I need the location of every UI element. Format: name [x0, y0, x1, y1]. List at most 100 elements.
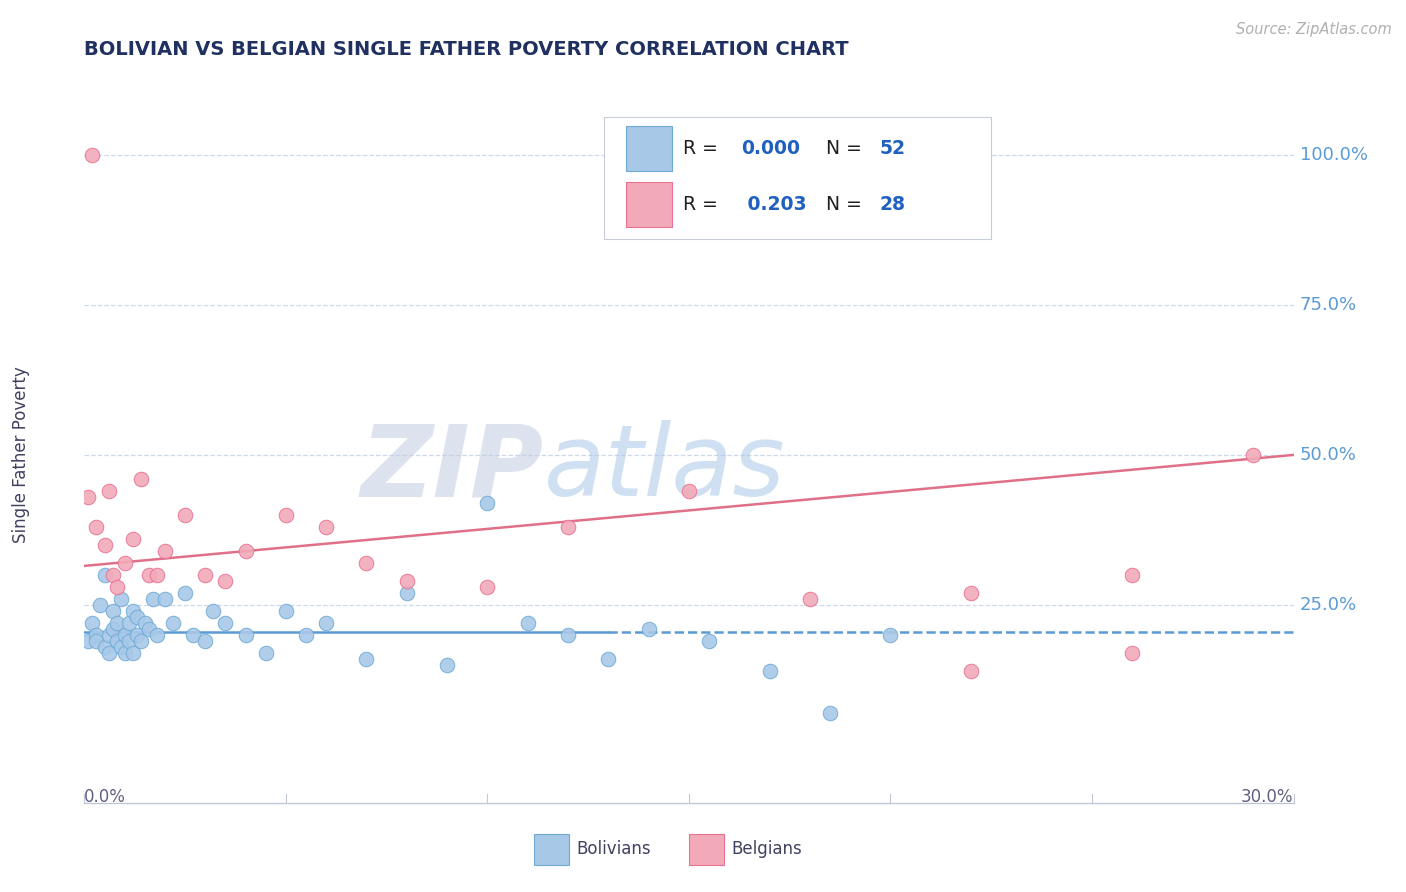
Point — [129, 472, 152, 486]
Text: atlas: atlas — [544, 420, 786, 517]
Point — [101, 567, 124, 582]
Point — [295, 628, 318, 642]
Text: 25.0%: 25.0% — [1299, 596, 1357, 614]
Text: Single Father Poverty: Single Father Poverty — [11, 367, 30, 543]
Point — [235, 544, 257, 558]
Point — [146, 567, 169, 582]
Point — [557, 520, 579, 534]
Point — [1121, 646, 1143, 660]
Point — [110, 640, 132, 654]
Text: R =: R = — [683, 139, 724, 158]
Text: N =: N = — [825, 195, 868, 214]
Point — [121, 646, 143, 660]
Point — [86, 633, 108, 648]
Text: 52: 52 — [880, 139, 905, 158]
Point — [138, 567, 160, 582]
Point — [86, 628, 108, 642]
Point — [105, 633, 128, 648]
Point — [153, 591, 176, 606]
Point — [125, 628, 148, 642]
Point — [960, 586, 983, 600]
Point — [395, 586, 418, 600]
Point — [477, 580, 499, 594]
Point — [202, 604, 225, 618]
Point — [235, 628, 257, 642]
Text: Source: ZipAtlas.com: Source: ZipAtlas.com — [1236, 22, 1392, 37]
Point — [477, 496, 499, 510]
Point — [174, 508, 197, 522]
Point — [678, 483, 700, 498]
Point — [181, 628, 204, 642]
Point — [97, 646, 120, 660]
Point — [1121, 567, 1143, 582]
Text: 75.0%: 75.0% — [1299, 296, 1357, 314]
Point — [315, 520, 337, 534]
Point — [799, 591, 821, 606]
Point — [395, 574, 418, 588]
Point — [110, 591, 132, 606]
Point — [146, 628, 169, 642]
Point — [162, 615, 184, 630]
Point — [93, 538, 115, 552]
Point — [315, 615, 337, 630]
Text: BOLIVIAN VS BELGIAN SINGLE FATHER POVERTY CORRELATION CHART: BOLIVIAN VS BELGIAN SINGLE FATHER POVERT… — [84, 40, 849, 59]
Point — [125, 610, 148, 624]
Point — [516, 615, 538, 630]
Point — [97, 483, 120, 498]
Text: ZIP: ZIP — [361, 420, 544, 517]
Point — [254, 646, 277, 660]
Text: 0.0%: 0.0% — [84, 788, 127, 805]
Point — [153, 544, 176, 558]
Point — [105, 615, 128, 630]
Text: 100.0%: 100.0% — [1299, 146, 1368, 164]
FancyBboxPatch shape — [605, 118, 991, 239]
Point — [637, 622, 659, 636]
FancyBboxPatch shape — [626, 126, 672, 171]
Point — [86, 520, 108, 534]
Point — [134, 615, 156, 630]
Text: N =: N = — [825, 139, 868, 158]
Point — [97, 628, 120, 642]
Point — [557, 628, 579, 642]
Point — [960, 664, 983, 678]
Point — [274, 604, 297, 618]
Point — [174, 586, 197, 600]
Point — [879, 628, 901, 642]
Point — [77, 633, 100, 648]
Point — [142, 591, 165, 606]
Text: Bolivians: Bolivians — [576, 840, 651, 858]
Point — [101, 622, 124, 636]
Point — [114, 628, 136, 642]
Point — [114, 646, 136, 660]
Point — [82, 615, 104, 630]
Point — [194, 633, 217, 648]
Point — [118, 633, 141, 648]
Point — [1241, 448, 1264, 462]
Text: 30.0%: 30.0% — [1241, 788, 1294, 805]
Text: Belgians: Belgians — [731, 840, 801, 858]
Point — [436, 657, 458, 672]
Point — [274, 508, 297, 522]
Point — [105, 580, 128, 594]
Point — [758, 664, 780, 678]
Point — [138, 622, 160, 636]
Point — [598, 652, 620, 666]
Point — [77, 490, 100, 504]
Point — [697, 633, 720, 648]
Point — [214, 574, 236, 588]
Text: 0.000: 0.000 — [741, 139, 800, 158]
Point — [214, 615, 236, 630]
Text: 50.0%: 50.0% — [1299, 446, 1357, 464]
Point — [93, 640, 115, 654]
Point — [82, 148, 104, 162]
Point — [114, 556, 136, 570]
Point — [129, 633, 152, 648]
Point — [121, 604, 143, 618]
Text: 28: 28 — [880, 195, 905, 214]
Point — [93, 567, 115, 582]
FancyBboxPatch shape — [626, 182, 672, 227]
Text: R =: R = — [683, 195, 724, 214]
Point — [356, 652, 378, 666]
Point — [118, 615, 141, 630]
Point — [121, 532, 143, 546]
